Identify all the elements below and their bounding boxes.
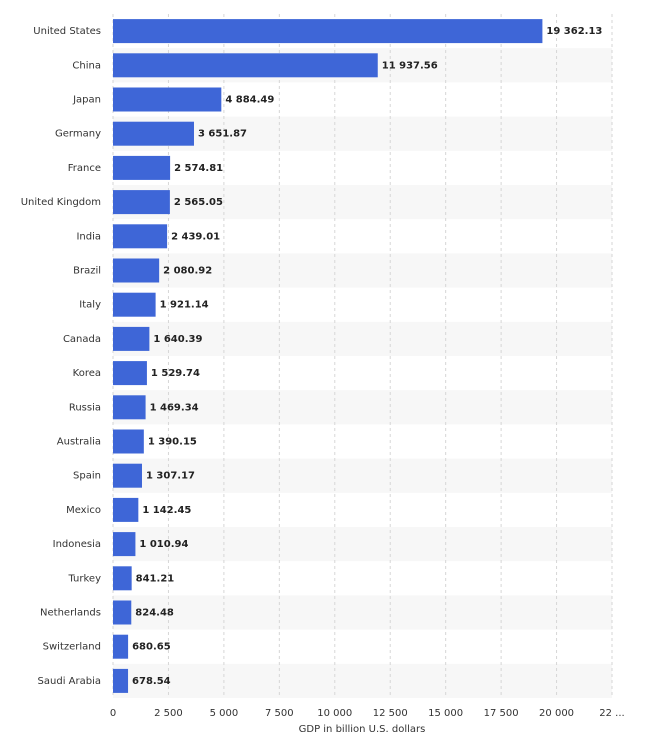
row-stripe [113, 595, 612, 630]
bar [113, 19, 543, 44]
row-stripe [113, 253, 612, 288]
y-tick-label: China [72, 60, 101, 71]
row-stripe [113, 321, 612, 356]
bar [113, 497, 139, 522]
y-tick-label: Mexico [66, 505, 101, 516]
row-stripe [113, 527, 612, 562]
y-tick-label: Japan [72, 95, 101, 106]
bar [113, 258, 160, 283]
value-label: 2 439.01 [171, 231, 220, 242]
y-tick-label: Russia [69, 402, 101, 413]
x-axis-label: GDP in billion U.S. dollars [299, 724, 426, 735]
value-label: 1 307.17 [146, 471, 195, 482]
y-tick-label: France [68, 163, 101, 174]
bar [113, 361, 147, 386]
value-label: 2 565.05 [174, 197, 223, 208]
y-tick-label: Netherlands [40, 608, 101, 619]
row-stripe [113, 116, 612, 151]
value-label: 841.21 [136, 573, 175, 584]
bar [113, 155, 171, 180]
y-tick-label: Switzerland [43, 642, 101, 653]
value-label: 1 142.45 [142, 505, 191, 516]
value-label: 19 362.13 [546, 26, 602, 37]
bar [113, 600, 132, 625]
y-tick-label: Australia [57, 437, 101, 448]
bar [113, 121, 194, 146]
value-label: 2 080.92 [163, 266, 212, 277]
row-stripe [113, 663, 612, 698]
bar [113, 566, 132, 591]
y-tick-label: Saudi Arabia [38, 676, 101, 687]
value-label: 11 937.56 [382, 60, 438, 71]
value-label: 824.48 [135, 608, 174, 619]
value-label: 1 640.39 [153, 334, 202, 345]
value-label: 4 884.49 [225, 95, 274, 106]
bar [113, 634, 129, 659]
x-tick-label: 22 ... [599, 708, 624, 719]
y-tick-label: Spain [73, 471, 101, 482]
bar [113, 53, 378, 78]
y-tick-label: India [76, 231, 101, 242]
x-tick-label: 12 500 [373, 708, 408, 719]
y-tick-label: Italy [79, 300, 101, 311]
bar [113, 292, 156, 317]
value-label: 3 651.87 [198, 129, 247, 140]
value-label: 1 390.15 [148, 437, 197, 448]
row-stripe [113, 458, 612, 493]
y-tick-label: United Kingdom [21, 197, 101, 208]
y-tick-label: Brazil [73, 266, 101, 277]
y-tick-label: Canada [63, 334, 101, 345]
x-tick-label: 0 [110, 708, 116, 719]
y-tick-label: Turkey [67, 573, 101, 584]
bar [113, 463, 142, 488]
y-tick-label: Germany [55, 129, 101, 140]
value-label: 1 529.74 [151, 368, 200, 379]
x-tick-label: 20 000 [539, 708, 574, 719]
value-label: 1 921.14 [160, 300, 209, 311]
value-label: 680.65 [132, 642, 171, 653]
row-stripe [113, 185, 612, 220]
bar [113, 326, 150, 351]
x-tick-label: 15 000 [428, 708, 463, 719]
value-label: 1 469.34 [150, 402, 199, 413]
x-tick-label: 5 000 [210, 708, 239, 719]
bar [113, 395, 146, 420]
y-tick-label: Indonesia [53, 539, 101, 550]
bar [113, 668, 129, 693]
bar [113, 429, 144, 454]
bar [113, 87, 222, 112]
x-tick-label: 17 500 [484, 708, 519, 719]
bar [113, 532, 136, 557]
row-stripe [113, 390, 612, 425]
value-label: 2 574.81 [174, 163, 223, 174]
bar [113, 190, 170, 215]
x-tick-label: 10 000 [317, 708, 352, 719]
y-tick-label: Korea [73, 368, 101, 379]
x-tick-label: 7 500 [265, 708, 294, 719]
y-tick-label: United States [33, 26, 101, 37]
value-label: 678.54 [132, 676, 171, 687]
bar [113, 224, 168, 249]
value-label: 1 010.94 [139, 539, 188, 550]
x-tick-label: 2 500 [154, 708, 183, 719]
